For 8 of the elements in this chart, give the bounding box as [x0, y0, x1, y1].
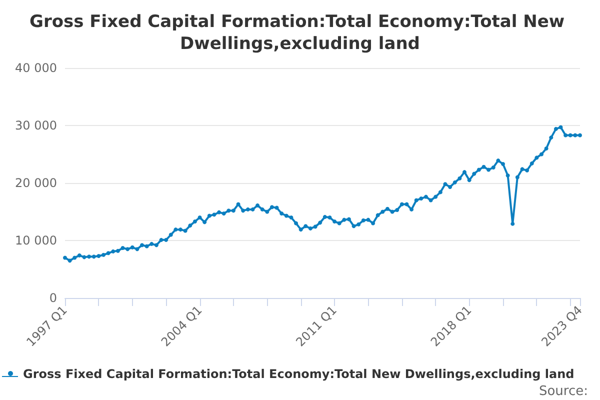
y-tick-label: 40 000 — [15, 61, 57, 75]
y-tick-label: 20 000 — [15, 176, 57, 190]
y-tick-label: 10 000 — [15, 234, 57, 248]
y-tick-label: 30 000 — [15, 118, 57, 132]
chart-title: Gross Fixed Capital Formation:Total Economy:Total New Dwellings,excluding land — [29, 12, 571, 54]
source-note: Source: — [538, 384, 588, 399]
legend-label: Gross Fixed Capital Formation:Total Economy:Total New Dwellings,excluding land — [23, 367, 574, 381]
y-tick-label: 0 — [49, 291, 57, 305]
